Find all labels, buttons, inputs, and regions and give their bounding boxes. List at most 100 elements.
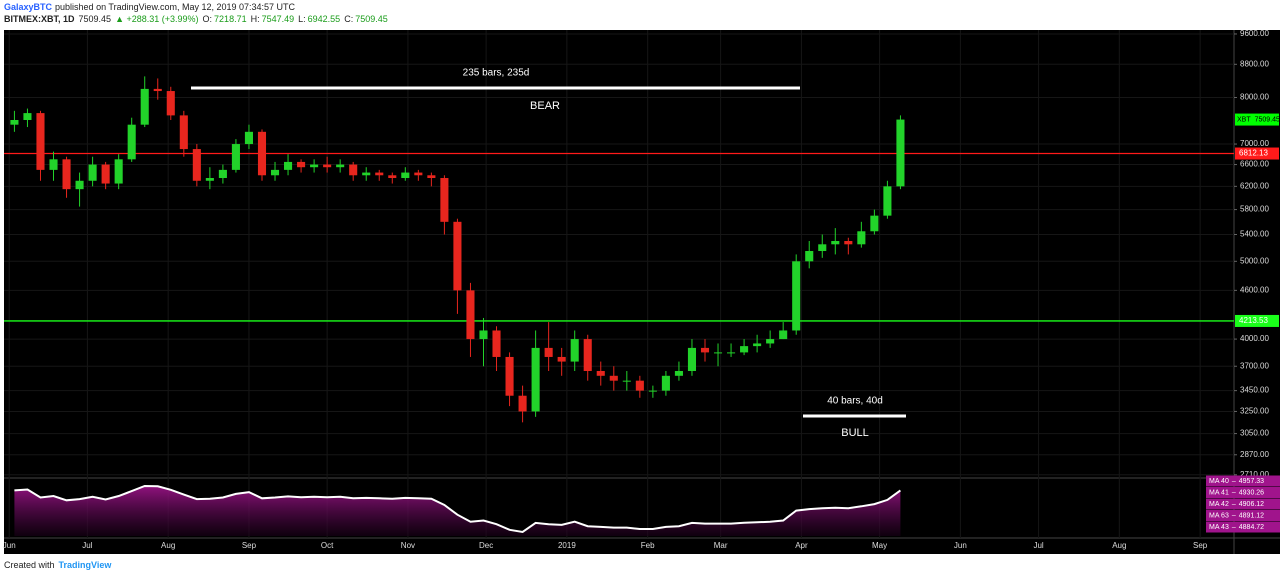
- annotation: BULL: [841, 427, 869, 439]
- x-tick-label: Sep: [1193, 541, 1208, 550]
- candle-body: [661, 375, 670, 391]
- y-tick-label: 6200.00: [1240, 181, 1269, 190]
- indicator-label-bg: [1206, 510, 1280, 521]
- candle-body: [310, 164, 319, 168]
- candle-body: [609, 375, 618, 381]
- candle-body: [713, 352, 723, 354]
- indicator-value: 4884.72: [1239, 524, 1264, 531]
- x-tick-label: Oct: [321, 541, 334, 550]
- indicator-dash: –: [1232, 501, 1236, 508]
- indicator-dash: –: [1232, 489, 1236, 496]
- indicator-dash: –: [1232, 512, 1236, 519]
- indicator-value: 4930.26: [1239, 489, 1264, 496]
- x-tick-label: Jun: [954, 541, 967, 550]
- plot-background: [4, 30, 1234, 554]
- candle-body: [531, 347, 540, 412]
- candle-body: [766, 339, 775, 344]
- indicator-label: MA 43–4884.72: [1209, 524, 1264, 531]
- candle-body: [635, 380, 644, 391]
- candle-body: [336, 164, 345, 168]
- y-tick-label: 3700.00: [1240, 361, 1269, 370]
- x-tick-label: 2019: [558, 541, 576, 550]
- candle-body: [414, 172, 423, 176]
- price-label-bg: [1235, 147, 1279, 160]
- author: GalaxyBTC: [4, 2, 53, 12]
- candle-body: [453, 221, 462, 291]
- candle-body: [570, 339, 579, 362]
- published: published on TradingView.com, May 12, 20…: [55, 2, 295, 12]
- candle-body: [218, 169, 227, 179]
- indicator-line: [14, 484, 901, 534]
- price-tag-symbol: XBT: [1237, 116, 1251, 123]
- candle-body: [10, 120, 19, 125]
- high-label: H:: [251, 14, 260, 24]
- y-tick-label: 9600.00: [1240, 29, 1269, 38]
- symbol: BITMEX:XBT, 1D: [4, 14, 75, 24]
- annotation: 235 bars, 235d: [463, 68, 530, 79]
- candle-body: [779, 330, 788, 340]
- y-tick-label: 5400.00: [1240, 230, 1269, 239]
- candle-body: [753, 343, 762, 347]
- candle-body: [362, 172, 371, 176]
- price-tag-value: 7509.45: [1255, 116, 1280, 123]
- x-tick-label: Aug: [1112, 541, 1126, 550]
- y-tick-label: 3050.00: [1240, 429, 1269, 438]
- y-tick-label: 8800.00: [1240, 59, 1269, 68]
- x-tick-label: Mar: [714, 541, 728, 550]
- candle-body: [140, 88, 149, 125]
- y-tick-label: 7000.00: [1240, 139, 1269, 148]
- y-tick-label: 6600.00: [1240, 160, 1269, 169]
- price-label: 4213.53: [1239, 316, 1268, 325]
- candle-body: [427, 175, 436, 179]
- y-tick-label: 5000.00: [1240, 256, 1269, 265]
- candle-body: [75, 180, 84, 190]
- candles: [4, 76, 1234, 423]
- candle-body: [857, 231, 866, 245]
- y-tick-label: 4600.00: [1240, 285, 1269, 294]
- candle-body: [844, 241, 853, 245]
- price-tag-bg: [1235, 113, 1279, 126]
- x-tick-label: Apr: [795, 541, 808, 550]
- candle-body: [166, 91, 175, 116]
- candle-body: [687, 347, 697, 371]
- indicator-dash: –: [1232, 478, 1236, 485]
- close-label: C:: [344, 14, 353, 24]
- candle-body: [323, 164, 332, 168]
- indicator-label: MA 40–4957.33: [1209, 478, 1264, 485]
- indicator-value: 4891.12: [1239, 512, 1264, 519]
- low-label: L:: [298, 14, 306, 24]
- indicator-name: MA 63: [1209, 512, 1229, 519]
- indicator-pane: [14, 484, 901, 536]
- price-label: 6812.13: [1239, 149, 1268, 158]
- x-tick-label: Dec: [479, 541, 493, 550]
- y-tick-label: 3450.00: [1240, 386, 1269, 395]
- candle-body: [49, 159, 58, 170]
- indicator-label: MA 42–4906.12: [1209, 501, 1264, 508]
- indicator-value: 4906.12: [1239, 501, 1264, 508]
- candle-body: [622, 380, 631, 382]
- candle-body: [818, 244, 827, 252]
- candle-body: [257, 131, 267, 176]
- candle-body: [700, 347, 710, 353]
- open-label: O:: [203, 14, 213, 24]
- candle-body: [101, 164, 110, 184]
- candle-body: [505, 356, 514, 396]
- candle-body: [440, 178, 449, 222]
- indicator-name: MA 43: [1209, 524, 1229, 531]
- x-tick-label: May: [872, 541, 887, 550]
- candle-body: [544, 347, 553, 357]
- candle-body: [270, 169, 280, 176]
- y-tick-label: 8000.00: [1240, 93, 1269, 102]
- candle-body: [284, 161, 293, 170]
- indicator-label-bg: [1206, 487, 1280, 498]
- indicator-label-bg: [1206, 498, 1280, 510]
- candle-body: [349, 164, 358, 176]
- price-tag: XBT 7509.45: [1237, 116, 1280, 123]
- candle-body: [127, 124, 136, 160]
- candle-body: [479, 330, 488, 340]
- indicator-label: MA 41–4930.26: [1209, 489, 1264, 496]
- indicator-value: 4957.33: [1239, 478, 1264, 485]
- footer: Created with TradingView: [4, 560, 112, 570]
- candle-body: [205, 178, 214, 181]
